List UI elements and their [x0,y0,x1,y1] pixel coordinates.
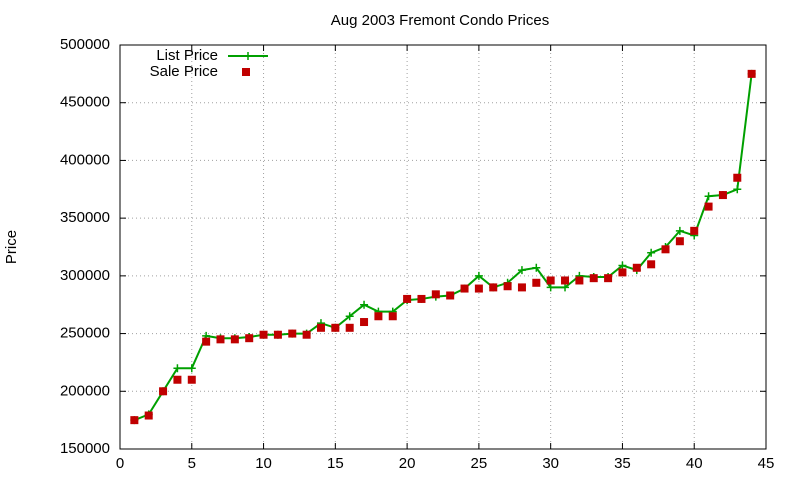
point-marker [517,283,526,292]
point-marker [345,323,354,332]
y-tick-label: 300000 [60,267,110,284]
x-tick-label: 10 [255,455,272,472]
chart-title: Aug 2003 Fremont Condo Prices [331,12,549,29]
point-marker [474,271,483,280]
point-marker [288,329,297,338]
point-marker [159,387,168,396]
point-marker [417,294,426,303]
point-marker [733,185,742,194]
x-tick-label: 5 [188,455,196,472]
point-marker [561,283,570,292]
y-axis-label: Price [3,230,20,264]
point-marker [675,237,684,246]
point-marker [187,364,196,373]
point-marker [690,226,699,235]
x-tick-label: 30 [542,455,559,472]
legend-swatch [244,52,252,60]
point-marker [604,274,613,283]
point-marker [331,323,340,332]
point-marker [144,411,153,420]
point-marker [403,294,412,303]
point-marker [316,323,325,332]
point-marker [489,283,498,292]
y-tick-label: 250000 [60,325,110,342]
y-tick-label: 500000 [60,36,110,53]
plot-frame [119,44,767,450]
point-marker [360,318,369,327]
point-marker [173,375,182,384]
point-marker [474,284,483,293]
point-marker [259,330,268,339]
y-tick-label: 200000 [60,382,110,399]
point-marker [446,291,455,300]
point-marker [503,282,512,291]
point-marker [230,335,239,344]
point-marker [647,248,656,257]
point-marker [647,260,656,269]
point-marker [302,330,311,339]
point-marker [718,191,727,200]
legend-label: List Price [156,47,218,64]
point-marker [374,312,383,321]
point-marker [733,173,742,182]
x-tick-label: 0 [116,455,124,472]
point-marker [245,334,254,343]
point-marker [130,416,139,425]
x-tick-label: 25 [471,455,488,472]
point-marker [546,283,555,292]
point-marker [431,290,440,299]
y-tick-label: 350000 [60,209,110,226]
y-tick-label: 450000 [60,94,110,111]
point-marker [575,276,584,285]
point-marker [561,276,570,285]
point-marker [273,330,282,339]
point-marker [704,192,713,201]
point-marker [216,335,225,344]
point-marker [187,375,196,384]
point-marker [661,245,670,254]
point-marker [517,266,526,275]
x-tick-label: 40 [686,455,703,472]
point-marker [460,284,469,293]
point-marker [589,274,598,283]
x-tick-label: 15 [327,455,344,472]
point-marker [618,268,627,277]
x-tick-label: 20 [399,455,416,472]
series-line [133,73,753,422]
legend-label: Sale Price [150,63,218,80]
point-marker [704,202,713,211]
point-marker [532,263,541,272]
y-tick-label: 400000 [60,151,110,168]
point-marker [345,312,354,321]
point-marker [632,263,641,272]
point-marker [532,278,541,287]
point-marker [618,261,627,270]
point-marker [388,312,397,321]
legend-swatch [242,68,250,76]
y-tick-label: 150000 [60,440,110,457]
x-tick-label: 35 [614,455,631,472]
point-marker [675,226,684,235]
point-marker [202,337,211,346]
point-marker [173,364,182,373]
x-tick-label: 45 [758,455,775,472]
point-marker [747,69,756,78]
point-marker [360,300,369,309]
point-marker [546,276,555,285]
